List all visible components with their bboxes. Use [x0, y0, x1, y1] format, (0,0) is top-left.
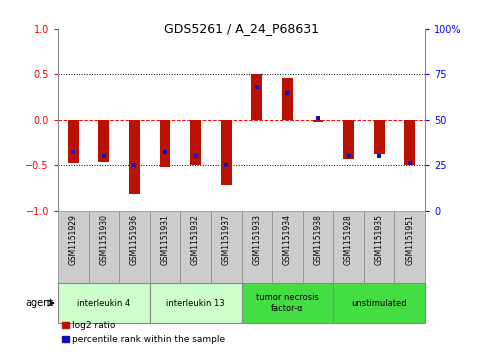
Text: tumor necrosis
factor-α: tumor necrosis factor-α [256, 293, 319, 313]
Text: GSM1151930: GSM1151930 [99, 214, 108, 265]
Bar [211, 211, 242, 283]
Bar [395, 211, 425, 283]
Legend: log2 ratio, percentile rank within the sample: log2 ratio, percentile rank within the s… [62, 322, 226, 344]
Text: GSM1151929: GSM1151929 [69, 214, 78, 265]
Text: GSM1151937: GSM1151937 [222, 214, 231, 265]
Point [406, 160, 413, 166]
Bar [364, 211, 395, 283]
Bar [119, 211, 150, 283]
Point [314, 115, 322, 121]
Text: unstimulated: unstimulated [351, 299, 407, 307]
Text: GSM1151951: GSM1151951 [405, 214, 414, 265]
Bar [150, 283, 242, 323]
Text: GSM1151935: GSM1151935 [375, 214, 384, 265]
Point [375, 153, 383, 159]
Point [70, 150, 77, 155]
Bar [242, 211, 272, 283]
Point [161, 150, 169, 155]
Bar [242, 283, 333, 323]
Text: GSM1151931: GSM1151931 [160, 214, 170, 265]
Bar [333, 211, 364, 283]
Text: interleukin 13: interleukin 13 [166, 299, 225, 307]
Bar [313, 120, 323, 122]
Text: GSM1151936: GSM1151936 [130, 214, 139, 265]
Point [100, 153, 108, 159]
Point [130, 162, 138, 168]
Text: GSM1151932: GSM1151932 [191, 214, 200, 265]
Text: GSM1151938: GSM1151938 [313, 214, 323, 265]
Point [253, 84, 261, 90]
Bar [221, 120, 231, 185]
Text: agent: agent [25, 298, 53, 308]
Bar [190, 120, 201, 165]
Bar [343, 120, 354, 159]
Point [192, 153, 199, 159]
Text: GDS5261 / A_24_P68631: GDS5261 / A_24_P68631 [164, 22, 319, 35]
Bar [374, 120, 384, 154]
Bar [303, 211, 333, 283]
Text: GSM1151934: GSM1151934 [283, 214, 292, 265]
Bar [99, 120, 109, 163]
Bar [129, 120, 140, 194]
Bar [333, 283, 425, 323]
Bar [282, 78, 293, 120]
Point [284, 90, 291, 95]
Bar [150, 211, 180, 283]
Bar [160, 120, 170, 167]
Text: interleukin 4: interleukin 4 [77, 299, 130, 307]
Text: GSM1151933: GSM1151933 [252, 214, 261, 265]
Bar [272, 211, 303, 283]
Bar [180, 211, 211, 283]
Bar [68, 120, 79, 163]
Point [345, 153, 353, 159]
Bar [252, 74, 262, 120]
Bar [88, 211, 119, 283]
Text: GSM1151928: GSM1151928 [344, 214, 353, 265]
Bar [58, 211, 88, 283]
Point [222, 162, 230, 168]
Bar [404, 120, 415, 165]
Bar [58, 283, 150, 323]
